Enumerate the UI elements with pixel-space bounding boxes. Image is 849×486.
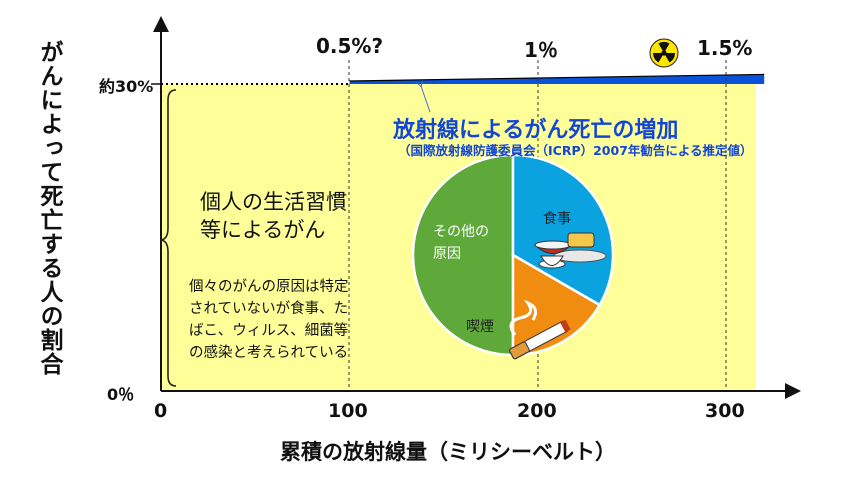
radiation-note: （国際放射線防護委員会（ICRP）2007年勧告による推定値） [398,143,753,158]
y-tick-label-0: 0％ [107,385,135,404]
cigarette-icon [509,299,571,360]
lifestyle-label-line2: 等によるがん [200,218,326,242]
cause-pie-chart [411,153,615,357]
brace [159,89,177,387]
pie-label-other-line2: 原因 [433,246,461,262]
increment-label-300: 1.5% [697,36,753,60]
radiation-title: 放射線によるがん死亡の増加 [393,118,679,143]
pie-label-smoking: 喫煙 [466,319,494,335]
pie-slice-food [511,153,615,307]
increment-label-200: 1％ [524,38,558,62]
radiation-icon [649,38,679,68]
pie-label-other-line1: その他の [433,224,489,240]
explanation-line2: されていないが食事、た [189,301,349,317]
x-tick-label-0: 0 [154,400,168,422]
explanation-line4: の感染と考えられている [189,345,349,361]
pie-label-food: 食事 [543,211,571,227]
pie-slice-other [411,153,515,357]
x-tick-label-100: 100 [328,400,368,422]
y-axis-label: がんによって死亡する人の割合 [36,40,62,376]
increment-label-100: 0.5%? [316,34,384,58]
explanation-line1: 個々のがんの原因は特定 [189,279,349,295]
explanation-line3: ばこ、ウィルス、細菌等 [189,323,349,339]
radiation-band-edge [349,73,765,82]
food-icon [533,232,607,269]
y-tick-label-30: 約30% [99,77,154,96]
radiation-band [349,74,765,84]
x-tick-label-200: 200 [517,400,557,422]
x-axis-label: 累積の放射線量（ミリシーベルト） [280,440,616,464]
x-tick-label-300: 300 [705,400,745,422]
annotation-arrow [421,86,431,113]
lifestyle-label-line1: 個人の生活習慣 [200,190,347,214]
